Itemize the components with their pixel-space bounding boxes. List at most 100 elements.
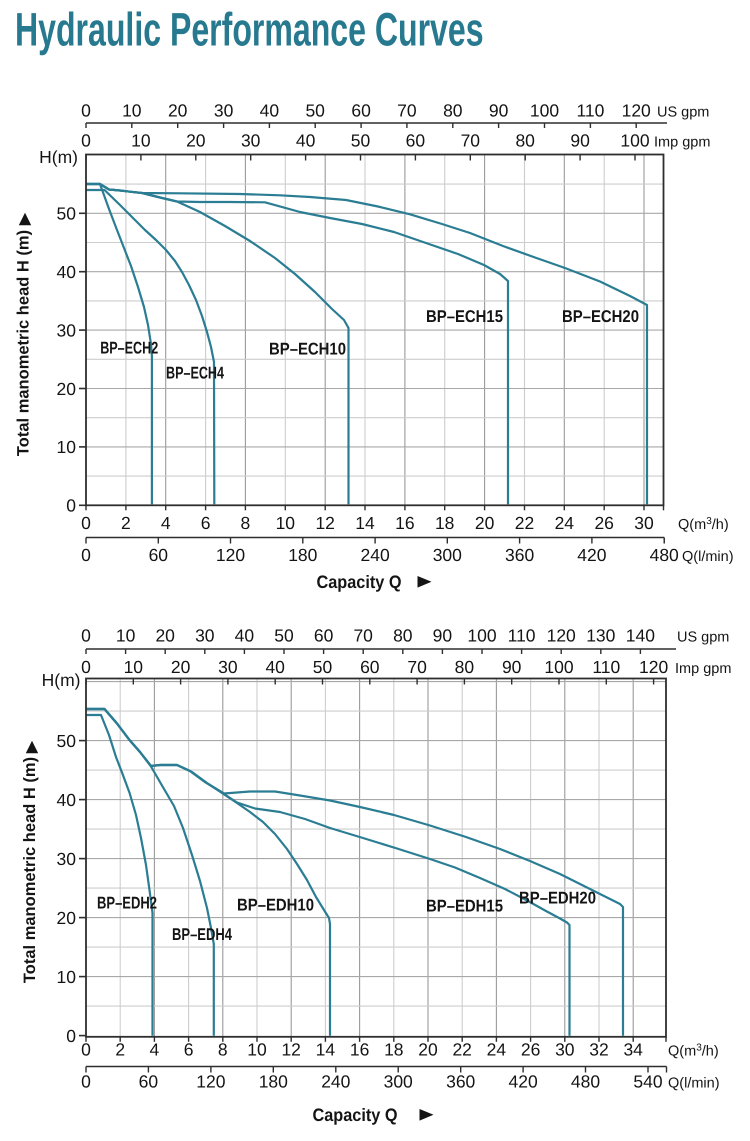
svg-text:420: 420 [508,1072,537,1092]
svg-text:22: 22 [515,513,534,533]
svg-text:300: 300 [384,1072,413,1092]
svg-text:20: 20 [475,513,495,533]
svg-text:6: 6 [184,1040,194,1060]
svg-text:Capacity Q: Capacity Q [317,572,402,592]
svg-text:70: 70 [461,131,481,151]
svg-text:40: 40 [57,790,77,810]
svg-text:60: 60 [314,626,334,646]
svg-text:BP–ECH2: BP–ECH2 [100,339,158,358]
svg-text:30: 30 [214,101,234,121]
svg-text:BP–EDH20: BP–EDH20 [519,889,596,908]
svg-text:10: 10 [276,513,296,533]
svg-text:Total manometric head H (m): Total manometric head H (m) [15,230,33,456]
svg-text:90: 90 [570,131,590,151]
svg-text:Total manometric head H (m): Total manometric head H (m) [21,757,39,983]
svg-text:US gpm: US gpm [677,630,729,646]
svg-text:8: 8 [218,1040,228,1060]
svg-text:10: 10 [122,101,142,121]
svg-text:Q(l/min): Q(l/min) [682,549,734,565]
svg-text:60: 60 [406,131,426,151]
svg-text:10: 10 [131,131,151,151]
svg-text:90: 90 [433,626,453,646]
svg-text:20: 20 [186,131,206,151]
svg-text:90: 90 [489,101,509,121]
svg-text:60: 60 [139,1072,159,1092]
svg-text:30: 30 [241,131,261,151]
svg-text:10: 10 [57,437,77,457]
svg-text:6: 6 [201,513,211,533]
svg-text:30: 30 [195,626,215,646]
svg-text:30: 30 [57,320,77,340]
svg-text:34: 34 [623,1040,643,1060]
svg-text:0: 0 [81,101,91,121]
svg-text:0: 0 [66,1026,76,1046]
svg-text:H(m): H(m) [42,670,81,690]
svg-text:40: 40 [296,131,316,151]
svg-text:70: 70 [353,626,373,646]
svg-text:140: 140 [626,626,655,646]
svg-text:120: 120 [622,101,651,121]
svg-text:2: 2 [121,513,131,533]
svg-text:360: 360 [505,545,534,565]
svg-text:BP–EDH4: BP–EDH4 [172,925,232,944]
svg-text:60: 60 [360,657,380,677]
svg-text:Q(l/min): Q(l/min) [668,1076,720,1092]
svg-text:50: 50 [351,131,371,151]
svg-text:40: 40 [265,657,285,677]
svg-text:14: 14 [316,1040,336,1060]
svg-text:540: 540 [633,1072,662,1092]
svg-text:10: 10 [247,1040,267,1060]
svg-text:20: 20 [155,626,175,646]
svg-text:Imp gpm: Imp gpm [675,661,731,677]
svg-text:20: 20 [57,908,77,928]
svg-text:Capacity Q: Capacity Q [313,1105,398,1125]
svg-text:40: 40 [260,101,280,121]
svg-text:120: 120 [216,545,245,565]
svg-text:100: 100 [530,101,559,121]
svg-text:26: 26 [521,1040,540,1060]
svg-text:70: 70 [397,101,417,121]
svg-text:Hydraulic Performance Curves: Hydraulic Performance Curves [15,3,484,56]
svg-text:16: 16 [395,513,414,533]
svg-text:BP–EDH2: BP–EDH2 [97,894,157,913]
svg-text:480: 480 [650,545,679,565]
svg-text:10: 10 [57,967,77,987]
svg-text:12: 12 [315,513,334,533]
svg-text:Q(m3/h): Q(m3/h) [668,1043,719,1060]
svg-text:24: 24 [555,513,575,533]
svg-text:20: 20 [418,1040,438,1060]
svg-text:100: 100 [467,626,496,646]
svg-text:30: 30 [555,1040,575,1060]
svg-text:BP–ECH10: BP–ECH10 [269,340,346,359]
svg-text:32: 32 [589,1040,608,1060]
svg-text:40: 40 [235,626,255,646]
svg-text:24: 24 [487,1040,507,1060]
svg-text:420: 420 [577,545,606,565]
svg-text:300: 300 [433,545,462,565]
svg-text:60: 60 [149,545,169,565]
svg-text:BP–ECH20: BP–ECH20 [562,307,639,326]
svg-text:2: 2 [115,1040,125,1060]
svg-text:26: 26 [594,513,613,533]
svg-text:240: 240 [321,1072,350,1092]
svg-text:50: 50 [274,626,294,646]
svg-text:10: 10 [116,626,136,646]
svg-text:0: 0 [81,1040,91,1060]
svg-text:0: 0 [81,131,91,151]
svg-text:50: 50 [305,101,325,121]
svg-text:0: 0 [66,496,76,516]
svg-text:50: 50 [313,657,333,677]
svg-text:80: 80 [443,101,463,121]
svg-text:22: 22 [452,1040,471,1060]
svg-text:70: 70 [407,657,427,677]
svg-text:H(m): H(m) [39,147,78,167]
svg-text:60: 60 [351,101,371,121]
svg-text:110: 110 [508,626,536,646]
svg-text:16: 16 [350,1040,369,1060]
svg-text:50: 50 [57,204,77,224]
svg-text:110: 110 [592,657,620,677]
svg-text:0: 0 [81,513,91,533]
svg-text:BP–EDH10: BP–EDH10 [237,896,314,915]
svg-text:4: 4 [161,513,171,533]
svg-text:0: 0 [81,1072,91,1092]
